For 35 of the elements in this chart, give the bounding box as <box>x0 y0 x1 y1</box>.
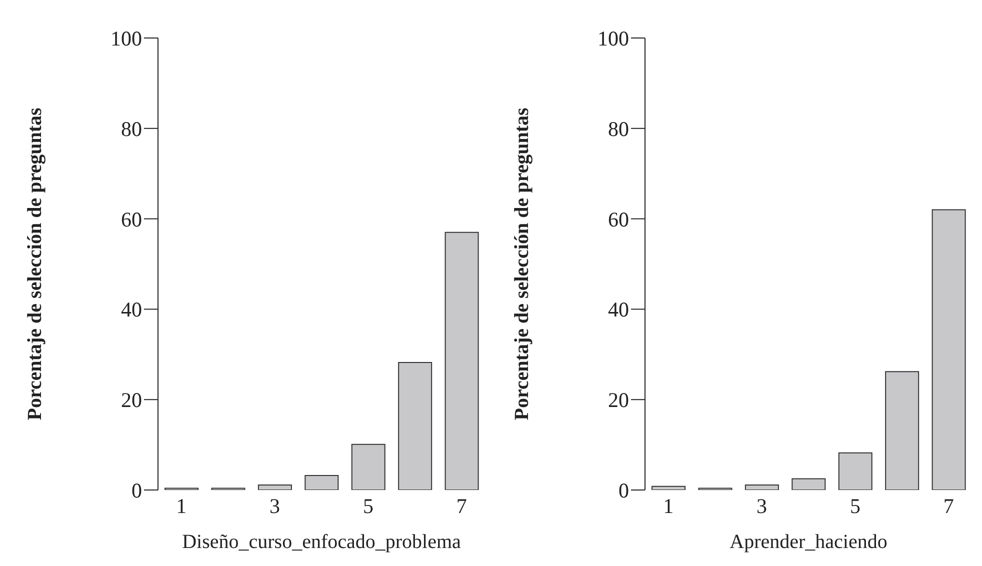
x-tick-label: 3 <box>270 494 280 518</box>
bar <box>885 371 920 490</box>
bar <box>258 484 292 490</box>
x-tick-label: 7 <box>456 494 467 518</box>
y-tick-label: 0 <box>132 478 142 502</box>
x-tick-label: 1 <box>176 494 187 518</box>
bar <box>744 484 779 490</box>
x-axis-title: Diseño_curso_enfocado_problema <box>182 531 462 553</box>
bar <box>444 232 479 490</box>
y-tick-label: 80 <box>608 116 629 141</box>
y-tick-label: 60 <box>608 207 629 232</box>
bar <box>304 475 339 490</box>
x-axis-title: Aprender_haciendo <box>730 531 888 553</box>
y-tick-label: 20 <box>121 388 142 412</box>
y-tick-label: 100 <box>598 26 629 50</box>
y-tick-label: 80 <box>121 116 142 141</box>
y-tick-label: 0 <box>618 478 629 502</box>
bar <box>652 486 686 490</box>
x-tick-label: 5 <box>850 494 860 518</box>
y-tick-label: 60 <box>121 207 142 232</box>
bar <box>398 362 432 490</box>
y-axis-title: Porcentaje de selección de preguntas <box>511 108 534 420</box>
x-tick-label: 3 <box>756 494 768 518</box>
bar <box>351 444 386 490</box>
y-tick-label: 100 <box>110 26 142 50</box>
y-tick-label: 40 <box>608 298 629 322</box>
x-tick-label: 1 <box>663 494 674 518</box>
x-tick-label: 5 <box>362 494 374 518</box>
x-tick-label: 7 <box>943 494 954 518</box>
bar <box>792 478 826 490</box>
bar <box>932 209 966 490</box>
y-axis-title: Porcentaje de selección de preguntas <box>24 108 46 420</box>
bar <box>838 452 872 490</box>
y-tick-label: 20 <box>608 388 629 412</box>
y-tick-label: 40 <box>121 298 142 322</box>
